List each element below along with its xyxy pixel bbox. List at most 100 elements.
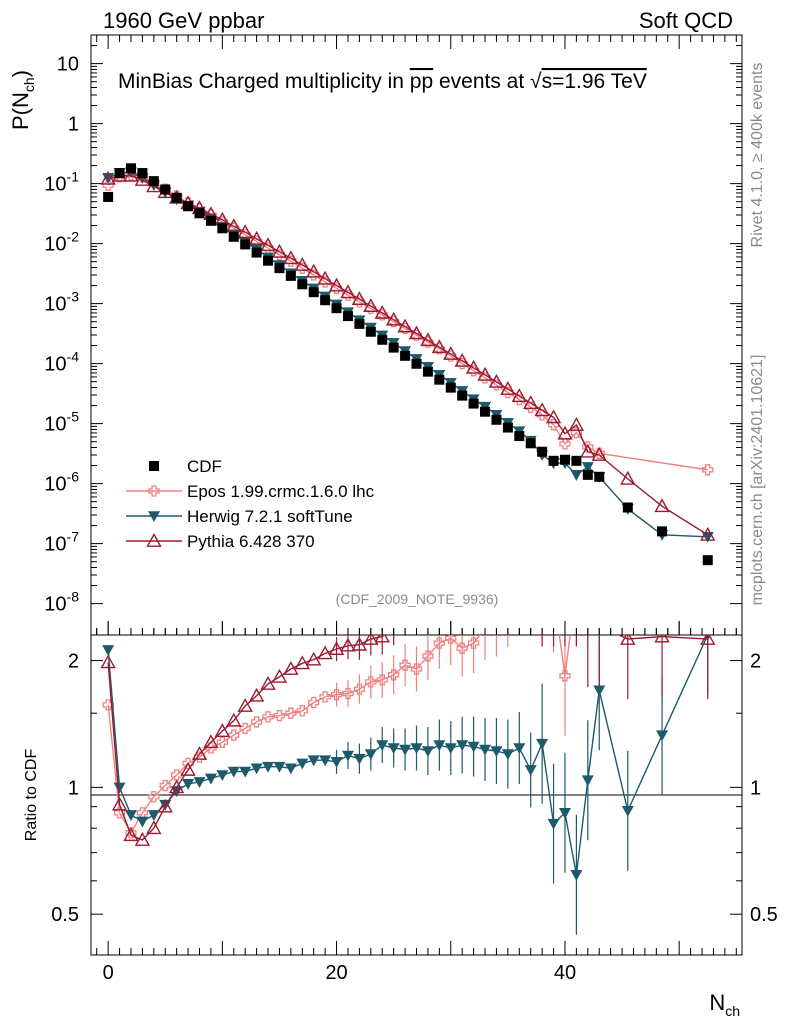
- data-point-cdf: [194, 208, 205, 219]
- ratio-tick-label-right: 1: [750, 777, 761, 799]
- ratio-point-herwig: [262, 761, 275, 773]
- data-point-pythia: [100, 170, 116, 185]
- chart-title: MinBias Charged multiplicity in pp event…: [118, 70, 647, 93]
- ratio-point-epos: [250, 716, 263, 728]
- ratio-point-herwig: [341, 750, 354, 762]
- ratio-point-epos: [102, 699, 114, 711]
- ratio-point-pythia: [700, 635, 716, 645]
- data-point-cdf: [228, 231, 239, 242]
- data-point-epos: [702, 464, 714, 476]
- ratio-point-pythia: [191, 746, 208, 760]
- legend-entry-cdf: CDF: [149, 457, 222, 476]
- ratio-point-epos: [285, 707, 297, 719]
- y-tick-label: 10-5: [44, 409, 79, 436]
- ratio-point-epos: [342, 687, 354, 700]
- data-point-pythia: [545, 409, 562, 424]
- ratio-point-epos: [503, 608, 513, 618]
- ratio-point-epos: [171, 769, 183, 781]
- data-point-cdf: [594, 471, 605, 482]
- ratio-point-epos: [148, 791, 160, 803]
- data-point-cdf: [422, 366, 433, 377]
- ratio-point-herwig: [490, 746, 503, 757]
- y-tick-label: 10-4: [44, 349, 79, 376]
- ratio-point-pythia: [570, 580, 583, 592]
- ratio-point-herwig: [193, 777, 206, 788]
- x-tick-label: 40: [554, 962, 576, 984]
- x-tick-label: 20: [325, 962, 347, 984]
- ratio-point-epos: [445, 635, 457, 644]
- ratio-point-pythia: [524, 580, 537, 592]
- ratio-point-herwig: [456, 740, 469, 752]
- data-point-cdf: [320, 295, 331, 306]
- ratio-point-pythia: [317, 645, 333, 660]
- ratio-point-herwig: [501, 749, 514, 761]
- ratio-point-pythia: [467, 580, 480, 592]
- ratio-point-epos: [410, 663, 423, 675]
- ratio-point-herwig: [364, 749, 377, 761]
- ratio-point-pythia: [340, 637, 356, 652]
- data-point-herwig: [701, 531, 714, 543]
- ratio-tick-label: 2: [68, 651, 79, 673]
- legend-marker-cdf: [149, 461, 159, 471]
- data-point-cdf: [480, 406, 491, 417]
- data-point-pythia: [271, 243, 288, 258]
- header-right-title: Soft QCD: [639, 8, 733, 33]
- data-point-pythia: [123, 167, 139, 182]
- data-point-epos: [445, 350, 457, 362]
- ratio-series-pythia: [100, 580, 716, 846]
- ratio-point-pythia: [203, 734, 219, 749]
- data-point-pythia: [294, 257, 310, 271]
- ratio-point-epos: [467, 637, 480, 649]
- main-series-layer: [100, 163, 716, 566]
- data-point-pythia: [385, 311, 402, 326]
- ratio-point-herwig: [113, 782, 126, 794]
- ratio-point-herwig: [353, 753, 366, 765]
- ratio-point-pythia: [146, 820, 162, 835]
- ratio-point-epos: [228, 729, 240, 741]
- ratio-point-epos: [296, 705, 308, 717]
- x-tick-label: 0: [103, 962, 114, 984]
- ratio-point-pythia: [134, 832, 151, 846]
- legend-label-epos: Epos 1.99.crmc.1.6.0 lhc: [187, 482, 375, 501]
- ratio-point-herwig: [656, 730, 669, 742]
- data-point-pythia: [134, 172, 151, 186]
- ratio-point-pythia: [123, 827, 139, 842]
- data-point-cdf: [559, 454, 570, 465]
- ratio-point-herwig: [536, 738, 549, 750]
- data-point-cdf: [114, 168, 125, 179]
- x-axis: 0 20 40: [96, 35, 737, 984]
- data-point-cdf: [514, 431, 525, 442]
- ratio-point-herwig: [204, 773, 217, 785]
- ratio-point-pythia: [271, 668, 288, 683]
- data-point-pythia: [431, 339, 448, 354]
- data-point-epos: [376, 309, 388, 321]
- ratio-point-herwig: [273, 761, 286, 773]
- data-point-epos: [388, 316, 400, 328]
- y-tick-label: 10-7: [44, 529, 79, 556]
- data-point-cdf: [548, 455, 559, 466]
- ratio-series-epos: [102, 575, 604, 839]
- ratio-point-herwig: [136, 816, 149, 828]
- data-point-epos: [399, 322, 411, 335]
- ratio-point-herwig: [216, 770, 229, 781]
- y-tick-label: 10-2: [44, 229, 79, 256]
- data-point-cdf: [251, 247, 262, 258]
- data-point-cdf: [217, 223, 228, 234]
- ratio-point-epos: [526, 575, 536, 585]
- ratio-point-epos: [125, 827, 137, 839]
- data-point-pythia: [317, 270, 333, 285]
- ratio-point-epos: [365, 676, 377, 688]
- data-point-pythia: [500, 381, 516, 395]
- ratio-point-herwig: [170, 786, 183, 798]
- ratio-point-epos: [422, 650, 434, 662]
- data-point-cdf: [148, 176, 159, 187]
- ratio-point-pythia: [351, 636, 368, 651]
- legend-label-herwig: Herwig 7.2.1 softTune: [187, 507, 353, 526]
- ratio-point-epos: [537, 581, 547, 591]
- ratio-point-herwig: [239, 766, 252, 778]
- data-point-pythia: [363, 298, 379, 312]
- ratio-point-herwig: [410, 743, 423, 755]
- data-point-pythia: [620, 470, 636, 485]
- data-point-epos: [559, 438, 571, 450]
- ratio-point-epos: [594, 581, 604, 591]
